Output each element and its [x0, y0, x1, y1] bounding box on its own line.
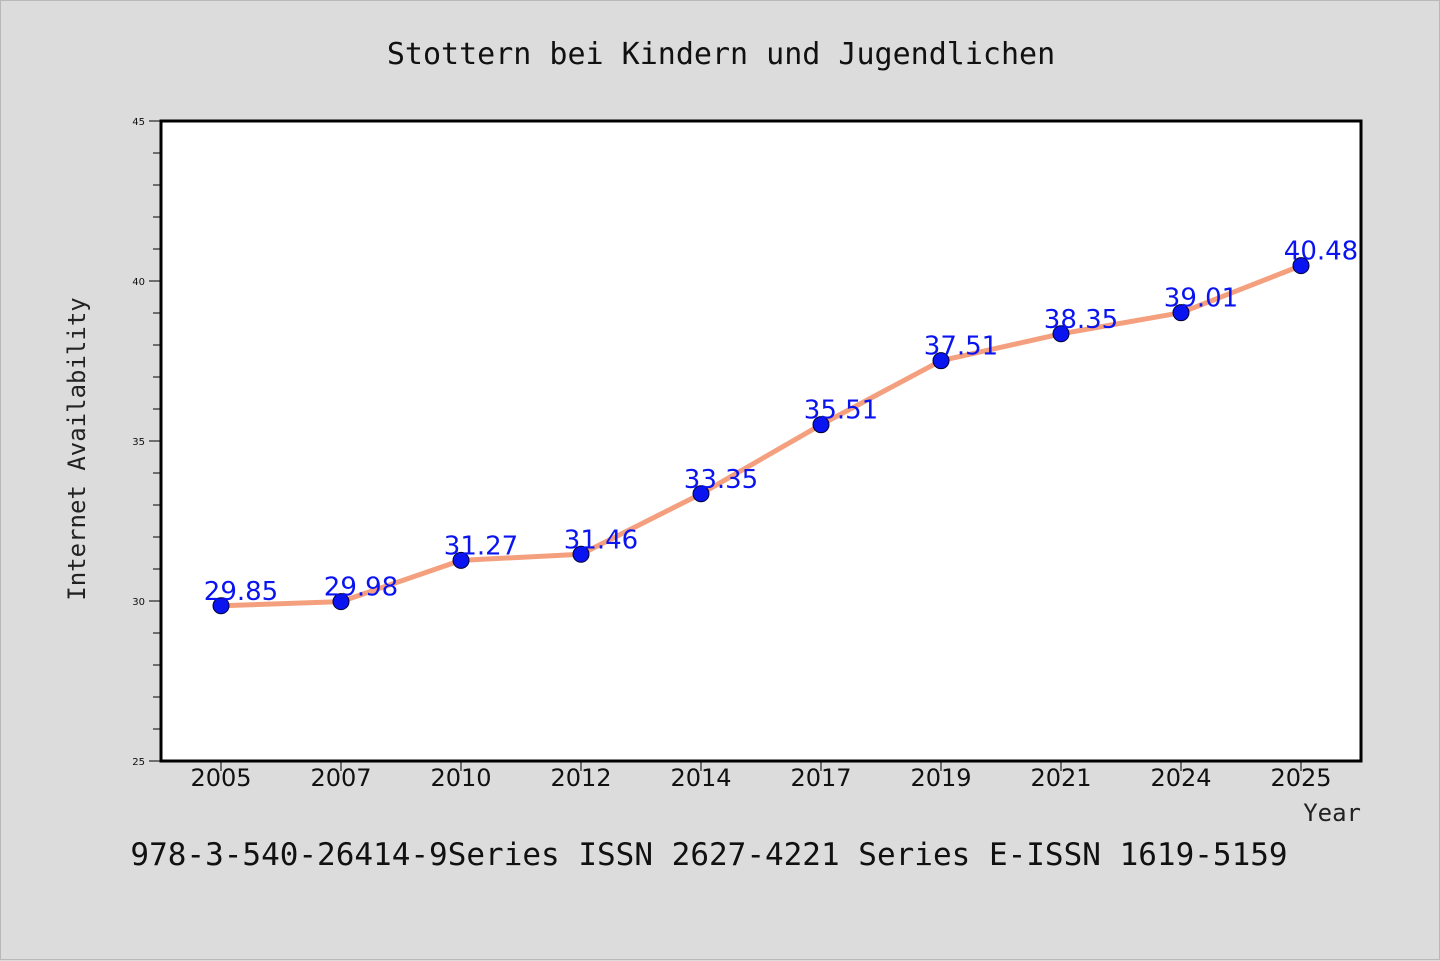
- data-point: [692, 485, 710, 503]
- footer-isbn-text: 978-3-540-26414-9Series ISSN 2627-4221 S…: [130, 837, 1287, 873]
- data-label: 29.85: [204, 577, 278, 607]
- x-axis-label: Year: [1303, 799, 1361, 827]
- data-labels: 29.85 29.98 31.27 31.46 33.35 35.51 37.51 38.35…: [204, 237, 1358, 607]
- data-point: [1052, 325, 1070, 343]
- y-tick-label: 45: [132, 117, 145, 128]
- data-label: 39.01: [1164, 284, 1238, 314]
- data-point: [212, 597, 230, 615]
- x-tick-label: 2017: [790, 764, 851, 792]
- x-tick-label: 2007: [310, 764, 371, 792]
- x-tick-label: 2021: [1030, 764, 1091, 792]
- data-label: 35.51: [804, 396, 878, 426]
- x-axis: 2005 2007 2010 2012 2014 2017 2019 2021 2024 2025: [190, 761, 1332, 792]
- x-tick-label: 2005: [190, 764, 251, 792]
- data-point: [452, 551, 470, 569]
- series-line: [220, 263, 1302, 609]
- data-label: 31.46: [564, 525, 638, 555]
- data-point: [572, 545, 590, 563]
- data-label: 40.48: [1284, 237, 1358, 267]
- chart-title: Stottern bei Kindern und Jugendlichen: [387, 37, 1055, 72]
- plot-area: [159, 119, 1363, 763]
- data-label: 33.35: [684, 465, 758, 495]
- x-tick-label: 2024: [1150, 764, 1211, 792]
- x-tick-label: 2014: [670, 764, 731, 792]
- y-tick-label: 35: [132, 437, 145, 448]
- data-label: 31.27: [444, 531, 518, 561]
- x-tick-label: 2010: [430, 764, 491, 792]
- data-label: 38.35: [1044, 305, 1118, 335]
- x-tick-label: 2012: [550, 764, 611, 792]
- x-tick-label: 2025: [1270, 764, 1331, 792]
- data-point: [332, 593, 350, 611]
- data-markers: [212, 257, 1310, 615]
- data-point: [812, 416, 830, 434]
- data-point: [1172, 304, 1190, 322]
- data-label: 37.51: [924, 332, 998, 362]
- data-point: [932, 352, 950, 370]
- y-axis: 25 30 35 40 45: [132, 117, 161, 768]
- data-point: [1292, 257, 1310, 275]
- y-tick-label: 40: [132, 277, 145, 288]
- y-axis-label: Internet Availability: [63, 297, 91, 600]
- data-label: 29.98: [324, 573, 398, 603]
- y-tick-label: 30: [132, 597, 145, 608]
- x-tick-label: 2019: [910, 764, 971, 792]
- y-tick-label: 25: [132, 757, 145, 768]
